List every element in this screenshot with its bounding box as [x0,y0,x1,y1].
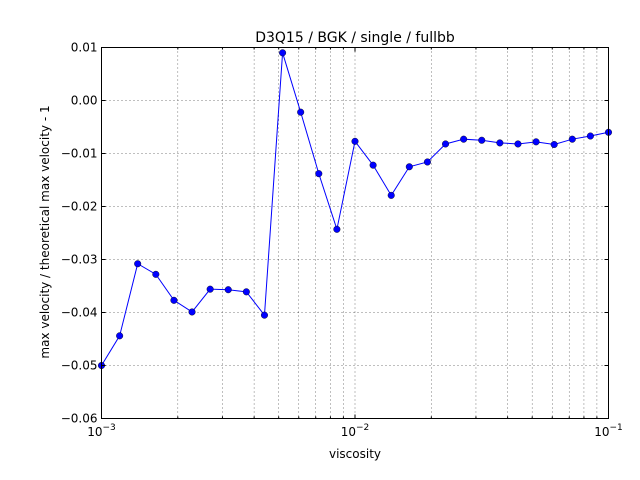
y-tick-label: −0.01 [61,147,98,161]
data-point [116,332,124,340]
data-point [152,270,160,278]
data-point [387,191,395,199]
grid [101,47,609,419]
x-tick-label: 10−2 [341,423,370,439]
y-axis-label: max velocity / theoretical max velocity … [38,105,52,358]
data-point [260,311,268,319]
y-tick-label: −0.05 [61,359,98,373]
data-point [514,140,522,148]
data-point [460,135,468,143]
x-tick-label: 10−3 [87,423,116,439]
data-point [405,163,413,171]
data-series [97,49,613,370]
plot-frame [101,47,609,419]
data-point [496,139,504,147]
data-point [442,140,450,148]
x-tick-label: 10−1 [594,423,623,439]
data-point [568,135,576,143]
y-tick-label: 0.00 [71,94,98,108]
data-point [478,136,486,144]
data-point [224,286,232,294]
y-tick-label: −0.04 [61,306,98,320]
y-tick-label: −0.03 [61,253,98,267]
data-point [297,108,305,116]
data-point [586,132,594,140]
data-point [550,140,558,148]
axis-ticks: 10−3 10−2 10−1 0.01 0.00 −0.01 −0.02 −0.03 −0.04… [61,41,623,440]
x-axis-label: viscosity [329,447,381,461]
y-tick-label: 0.01 [71,41,98,55]
data-point [351,137,359,145]
data-point [170,296,178,304]
data-point [206,285,214,293]
y-tick-label: −0.06 [61,412,98,426]
data-point [188,308,196,316]
data-point [242,288,250,296]
data-point [315,170,323,178]
y-tick-label: −0.02 [61,200,98,214]
data-point [333,225,341,233]
data-point [369,161,377,169]
data-point [279,49,287,57]
chart-title: D3Q15 / BGK / single / fullbb [255,30,455,46]
data-point [134,260,142,268]
data-point [423,158,431,166]
data-point [532,138,540,146]
